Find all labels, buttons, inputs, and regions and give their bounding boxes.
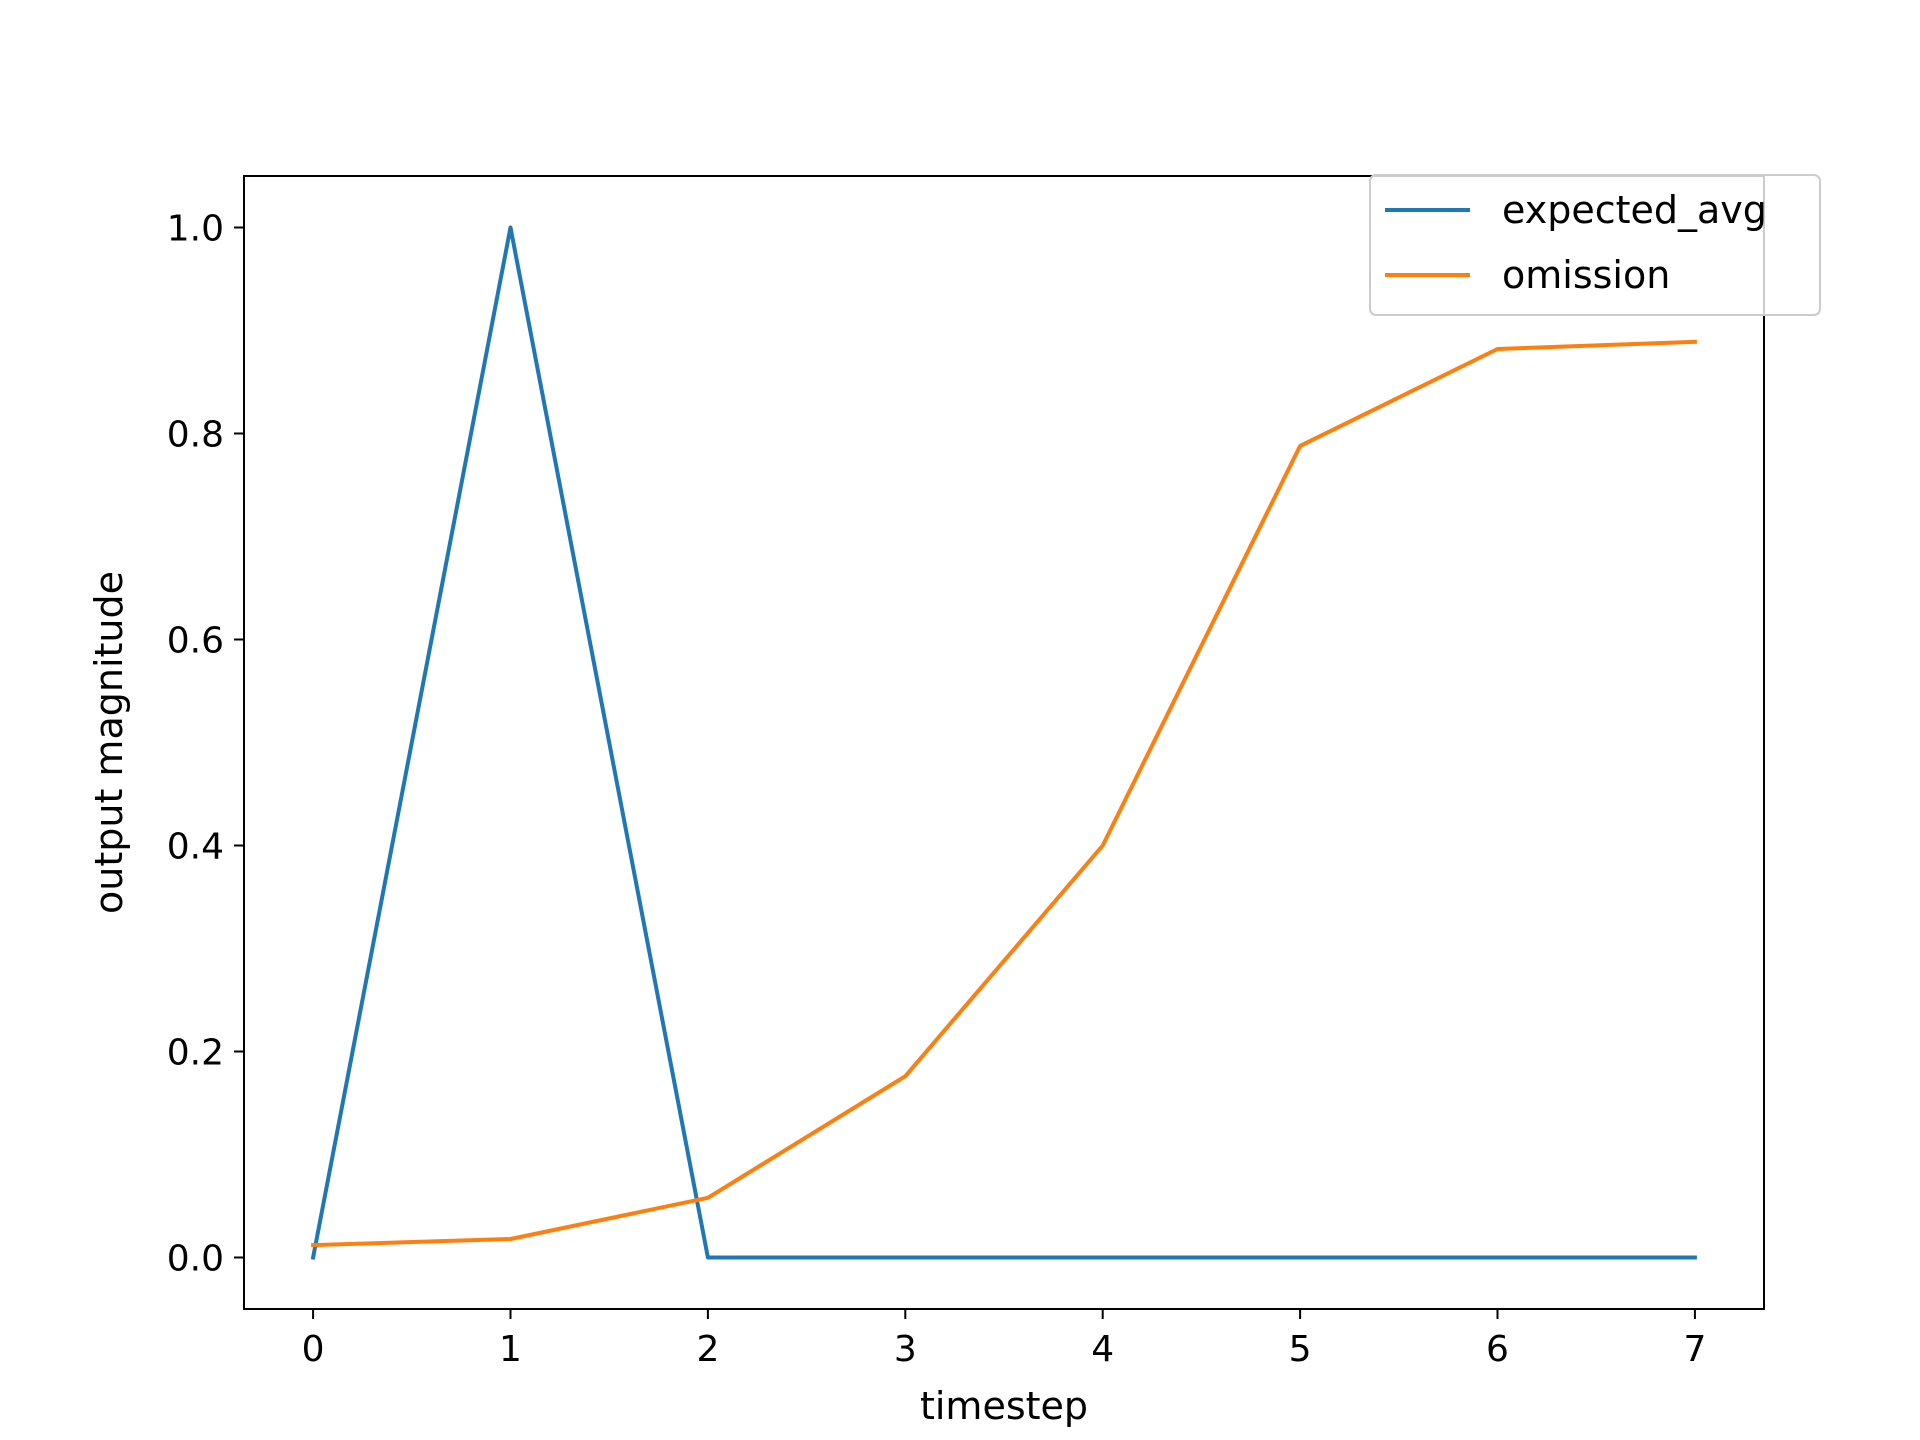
x-tick-label: 7 — [1683, 1329, 1706, 1370]
x-tick-label: 5 — [1289, 1329, 1312, 1370]
series-line-expected-avg — [310, 225, 1697, 1260]
x-tick-label: 6 — [1486, 1329, 1509, 1370]
series-layer — [310, 225, 1697, 1260]
legend-label: omission — [1502, 253, 1670, 297]
y-tick-label: 0.8 — [167, 415, 224, 456]
x-tick-label: 4 — [1091, 1329, 1114, 1370]
y-tick-label: 0.2 — [167, 1033, 224, 1074]
legend: expected_avg omission — [1369, 174, 1821, 316]
y-axis-label: output magnitude — [87, 571, 131, 914]
x-axis-label: timestep — [920, 1384, 1088, 1428]
legend-items: expected_avg omission — [1385, 188, 1767, 297]
y-tick-label: 0.6 — [167, 621, 224, 662]
x-axis-ticks: 0 1 2 3 4 5 6 7 — [302, 1309, 1706, 1370]
y-tick-label: 1.0 — [167, 209, 224, 250]
plot-frame — [243, 175, 1765, 1310]
series-line-omission — [311, 339, 1697, 1248]
x-tick-label: 1 — [499, 1329, 522, 1370]
legend-box — [1369, 174, 1821, 316]
y-tick-label: 0.0 — [167, 1239, 224, 1280]
x-tick-label: 2 — [696, 1329, 719, 1370]
x-tick-label: 3 — [894, 1329, 917, 1370]
legend-label: expected_avg — [1502, 188, 1767, 232]
y-axis-ticks: 0.0 0.2 0.4 0.6 0.8 1.0 — [167, 209, 244, 1280]
x-tick-label: 0 — [302, 1329, 325, 1370]
y-tick-label: 0.4 — [167, 827, 224, 868]
